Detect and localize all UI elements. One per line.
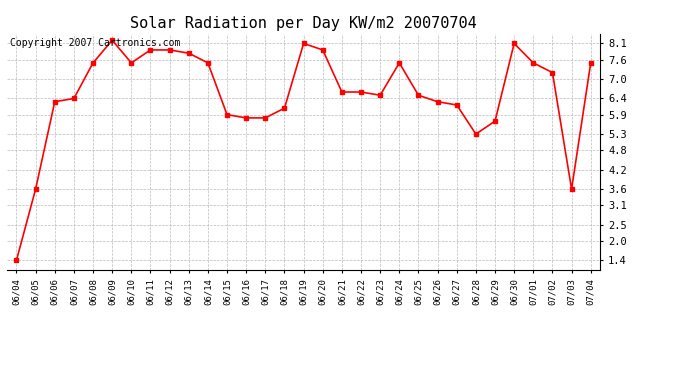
Text: Copyright 2007 Cartronics.com: Copyright 2007 Cartronics.com (10, 39, 180, 48)
Title: Solar Radiation per Day KW/m2 20070704: Solar Radiation per Day KW/m2 20070704 (130, 16, 477, 31)
